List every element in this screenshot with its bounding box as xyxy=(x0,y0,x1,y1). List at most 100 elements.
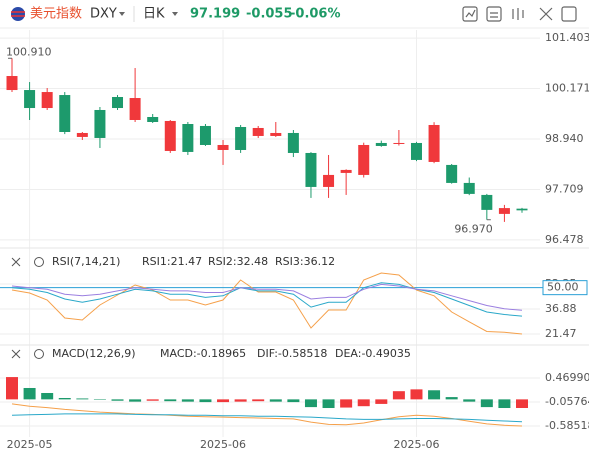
y-tick-label: 96.478 xyxy=(545,233,584,246)
macd-bar xyxy=(445,397,458,400)
candle-body xyxy=(393,142,405,144)
macd-bar xyxy=(129,399,142,402)
macd-bar xyxy=(392,391,405,400)
period[interactable]: 日K xyxy=(143,7,165,22)
macd-bar xyxy=(340,399,353,408)
reference-label-box xyxy=(542,280,588,296)
macd-bar xyxy=(58,398,71,400)
x-tick-label: 2025-05 xyxy=(7,438,53,451)
macd-bar xyxy=(181,399,194,402)
legend-entry: DIF:-0.58518 xyxy=(257,347,327,360)
candle-body xyxy=(112,96,124,109)
y-tick-label: -0.05764 xyxy=(545,395,589,408)
indicator-title: RSI(7,14,21) xyxy=(52,255,120,268)
candle-body xyxy=(340,169,352,173)
candle-body xyxy=(323,174,335,187)
candle-body xyxy=(76,132,88,137)
candle-body xyxy=(41,92,53,109)
candle-body xyxy=(463,182,475,194)
tool-icon[interactable] xyxy=(490,12,498,18)
candle-body xyxy=(59,95,71,132)
y-tick-label: 101.403 xyxy=(545,31,589,44)
tool-icon[interactable] xyxy=(561,6,577,22)
macd-bar xyxy=(93,399,106,400)
candle-body xyxy=(516,208,528,211)
candle-body xyxy=(446,164,458,183)
candle-body xyxy=(235,126,247,150)
indicator-line xyxy=(11,403,523,427)
candle-body xyxy=(305,152,317,187)
legend-entry: RSI1:21.47 xyxy=(142,255,202,268)
candle-body xyxy=(6,76,18,91)
candle-body xyxy=(94,109,106,138)
index-name: 美元指数 xyxy=(30,7,82,22)
indicator-line xyxy=(11,282,523,317)
flag-icon xyxy=(11,7,25,21)
macd-bar xyxy=(146,399,159,401)
candle-body xyxy=(217,144,229,150)
flag-stripes xyxy=(11,11,25,17)
macd-bar xyxy=(111,399,124,401)
tool-icon[interactable] xyxy=(486,6,502,22)
candle-body xyxy=(358,144,370,175)
macd-header: MACD(12,26,9) xyxy=(11,347,136,360)
candle-body xyxy=(252,127,264,136)
rsi-header: RSI(7,14,21) xyxy=(11,255,120,268)
close-icon[interactable] xyxy=(11,257,21,267)
macd-bar xyxy=(410,389,423,400)
macd-bar xyxy=(304,399,317,408)
candle-body xyxy=(481,194,493,210)
macd-bar xyxy=(480,399,493,408)
macd-bar xyxy=(375,399,388,404)
indicator-line xyxy=(11,272,523,335)
annotation-label: 100.910 xyxy=(6,45,52,58)
candle-body xyxy=(147,116,159,122)
macd-bar xyxy=(516,399,528,408)
candle-body xyxy=(199,125,211,145)
y-tick-label: 36.88 xyxy=(545,302,577,315)
candle-body xyxy=(129,98,141,120)
macd-bar xyxy=(463,399,476,402)
symbol[interactable]: DXY xyxy=(90,7,117,22)
price: 97.199 xyxy=(190,7,240,22)
y-tick-label: 97.709 xyxy=(545,182,584,195)
macd-bar xyxy=(357,399,370,407)
tool-icon[interactable] xyxy=(512,8,524,20)
settings-icon[interactable] xyxy=(34,257,44,267)
price-change-pct: -0.06% xyxy=(290,7,341,22)
candle-body xyxy=(375,142,387,146)
close-icon[interactable] xyxy=(11,349,21,359)
candle-body xyxy=(164,120,176,151)
macd-bar xyxy=(428,390,441,400)
macd-bar xyxy=(287,399,300,403)
indicator-line xyxy=(11,283,523,311)
candle-body xyxy=(498,208,510,214)
y-tick-label: -0.58518 xyxy=(545,419,589,432)
macd-bar xyxy=(269,399,282,402)
macd-bar xyxy=(76,398,89,400)
dropdown-icon[interactable] xyxy=(119,12,125,16)
macd-bar xyxy=(498,399,511,409)
macd-bar xyxy=(164,399,177,402)
macd-bar xyxy=(6,377,18,400)
tool-icon[interactable] xyxy=(465,9,476,18)
candle-body xyxy=(410,142,422,160)
price-change: -0.055 xyxy=(246,7,293,22)
macd-bar xyxy=(41,392,54,400)
macd-bar xyxy=(23,387,36,400)
candle-body xyxy=(182,124,194,152)
legend-entry: RSI2:32.48 xyxy=(208,255,268,268)
reference-label: 50.00 xyxy=(547,281,579,294)
tool-icon[interactable] xyxy=(539,7,553,21)
macd-bar xyxy=(234,399,247,402)
macd-bar xyxy=(199,399,212,403)
legend-entry: DEA:-0.49035 xyxy=(335,347,411,360)
annotation-label: 96.970 xyxy=(454,223,493,236)
dropdown-icon[interactable] xyxy=(172,12,178,16)
legend-entry: MACD:-0.18965 xyxy=(160,347,246,360)
candle-body xyxy=(287,132,299,153)
macd-bar xyxy=(217,399,230,403)
candle-body xyxy=(428,124,440,162)
tool-icon[interactable] xyxy=(462,6,478,22)
settings-icon[interactable] xyxy=(34,349,44,359)
